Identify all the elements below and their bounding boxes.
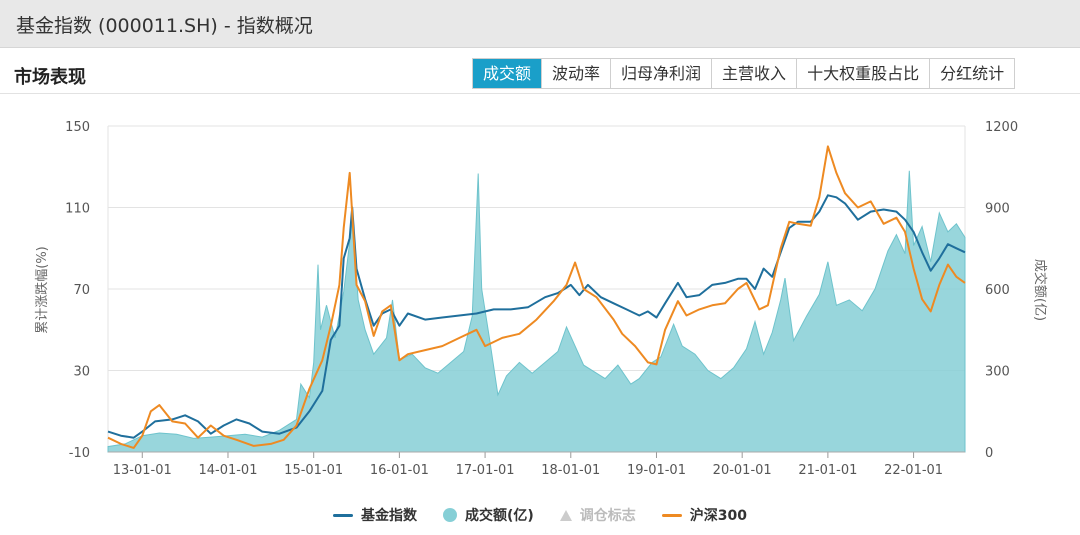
y-tick-label-left: -10 bbox=[69, 446, 90, 461]
y-axis-label-left: 累计涨跌幅(%) bbox=[34, 246, 50, 334]
y-tick-label-right: 0 bbox=[985, 446, 993, 461]
y-tick-label-right: 600 bbox=[985, 283, 1010, 298]
legend-turnover-label: 成交额(亿) bbox=[464, 508, 534, 524]
x-tick-label: 14-01-01 bbox=[198, 463, 257, 478]
legend-turnover[interactable]: 成交额(亿) bbox=[442, 505, 534, 525]
chart-legend: 基金指数 成交额(亿) 调仓标志 沪深300 bbox=[0, 502, 1080, 528]
legend-hs300-swatch bbox=[661, 513, 682, 517]
tab-dividend[interactable]: 分红统计 bbox=[929, 59, 1015, 88]
y-tick-label-left: 70 bbox=[73, 283, 90, 298]
y-tick-label-right: 1200 bbox=[985, 120, 1018, 135]
legend-fund-index-label: 基金指数 bbox=[360, 508, 417, 524]
legend-fund-index-swatch bbox=[332, 513, 353, 517]
y-tick-label-left: 150 bbox=[65, 120, 90, 135]
x-tick-label: 16-01-01 bbox=[370, 463, 429, 478]
legend-fund-index[interactable]: 基金指数 bbox=[332, 505, 417, 525]
y-tick-label-left: 30 bbox=[73, 365, 90, 380]
x-tick-label: 17-01-01 bbox=[456, 463, 515, 478]
y-axis-label-right: 成交额(亿) bbox=[1032, 259, 1048, 321]
x-tick-label: 19-01-01 bbox=[627, 463, 686, 478]
y-tick-label-right: 300 bbox=[985, 365, 1010, 380]
market-performance-chart: -10 30 70 110 150 0 300 600 900 1200 13-01-01 14-01… bbox=[0, 96, 1080, 496]
window-title-bar: 基金指数 (000011.SH) - 指数概况 bbox=[0, 0, 1080, 48]
hs300-line bbox=[107, 145, 966, 449]
axis-layer: -10 30 70 110 150 0 300 600 900 1200 13-01-01 14-01… bbox=[65, 120, 1018, 478]
section-title: 市场表现 bbox=[14, 67, 86, 88]
section-header: 市场表现 成交额 波动率 归母净利润 主营收入 十大权重股占比 分红统计 bbox=[0, 54, 1080, 94]
x-tick-label: 15-01-01 bbox=[284, 463, 343, 478]
tab-top10-weight[interactable]: 十大权重股占比 bbox=[796, 59, 930, 88]
line-layer bbox=[107, 145, 966, 449]
x-tick-label: 20-01-01 bbox=[713, 463, 772, 478]
fund-index-line bbox=[107, 194, 966, 439]
tab-main-revenue[interactable]: 主营收入 bbox=[711, 59, 797, 88]
chart-svg: -10 30 70 110 150 0 300 600 900 1200 13-01-01 14-01… bbox=[34, 120, 1048, 478]
x-tick-label: 21-01-01 bbox=[798, 463, 857, 478]
legend-hs300[interactable]: 沪深300 bbox=[661, 505, 748, 525]
turnover-area-layer bbox=[107, 170, 966, 453]
legend-hs300-label: 沪深300 bbox=[689, 508, 748, 524]
tab-net-profit[interactable]: 归母净利润 bbox=[610, 59, 712, 88]
metric-tabs: 成交额 波动率 归母净利润 主营收入 十大权重股占比 分红统计 bbox=[472, 58, 1016, 89]
legend-rebalance-label: 调仓标志 bbox=[579, 508, 636, 524]
legend-rebalance[interactable]: 调仓标志 bbox=[559, 505, 636, 525]
x-tick-label: 13-01-01 bbox=[113, 463, 172, 478]
legend-turnover-swatch bbox=[442, 508, 457, 522]
tab-volatility[interactable]: 波动率 bbox=[541, 59, 611, 88]
window-title: 基金指数 (000011.SH) - 指数概况 bbox=[16, 15, 313, 37]
x-tick-label: 18-01-01 bbox=[541, 463, 600, 478]
turnover-area bbox=[107, 170, 966, 453]
y-tick-label-left: 110 bbox=[65, 202, 90, 217]
triangle-icon bbox=[559, 509, 572, 521]
tab-turnover[interactable]: 成交额 bbox=[473, 59, 542, 88]
y-tick-label-right: 900 bbox=[985, 202, 1010, 217]
x-tick-label: 22-01-01 bbox=[884, 463, 943, 478]
